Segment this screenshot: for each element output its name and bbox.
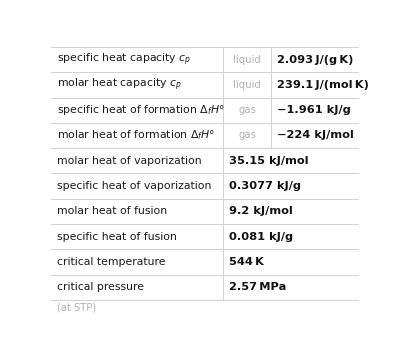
Text: critical pressure: critical pressure	[57, 282, 144, 292]
Text: 9.2 kJ/mol: 9.2 kJ/mol	[229, 206, 292, 216]
Text: specific heat of formation $\Delta_f H°$: specific heat of formation $\Delta_f H°$	[57, 103, 225, 117]
Text: specific heat capacity $c_p$: specific heat capacity $c_p$	[57, 51, 192, 68]
Text: specific heat of vaporization: specific heat of vaporization	[57, 181, 211, 191]
Text: 239.1 J/(mol K): 239.1 J/(mol K)	[277, 80, 368, 90]
Text: 0.081 kJ/g: 0.081 kJ/g	[229, 232, 293, 242]
Text: molar heat of vaporization: molar heat of vaporization	[57, 156, 201, 166]
Text: liquid: liquid	[233, 55, 261, 65]
Text: gas: gas	[238, 105, 256, 115]
Text: specific heat of fusion: specific heat of fusion	[57, 232, 177, 242]
Text: 544 K: 544 K	[229, 257, 263, 267]
Text: −1.961 kJ/g: −1.961 kJ/g	[277, 105, 350, 115]
Text: 0.3077 kJ/g: 0.3077 kJ/g	[229, 181, 300, 191]
Text: molar heat capacity $c_p$: molar heat capacity $c_p$	[57, 77, 182, 93]
Text: molar heat of fusion: molar heat of fusion	[57, 206, 167, 216]
Text: gas: gas	[238, 130, 256, 140]
Text: 2.093 J/(g K): 2.093 J/(g K)	[277, 55, 353, 65]
Text: 2.57 MPa: 2.57 MPa	[229, 282, 286, 292]
Text: −224 kJ/mol: −224 kJ/mol	[277, 130, 354, 140]
Text: 35.15 kJ/mol: 35.15 kJ/mol	[229, 156, 308, 166]
Text: liquid: liquid	[233, 80, 261, 90]
Text: (at STP): (at STP)	[57, 303, 96, 313]
Text: critical temperature: critical temperature	[57, 257, 166, 267]
Text: molar heat of formation $\Delta_f H°$: molar heat of formation $\Delta_f H°$	[57, 129, 215, 142]
